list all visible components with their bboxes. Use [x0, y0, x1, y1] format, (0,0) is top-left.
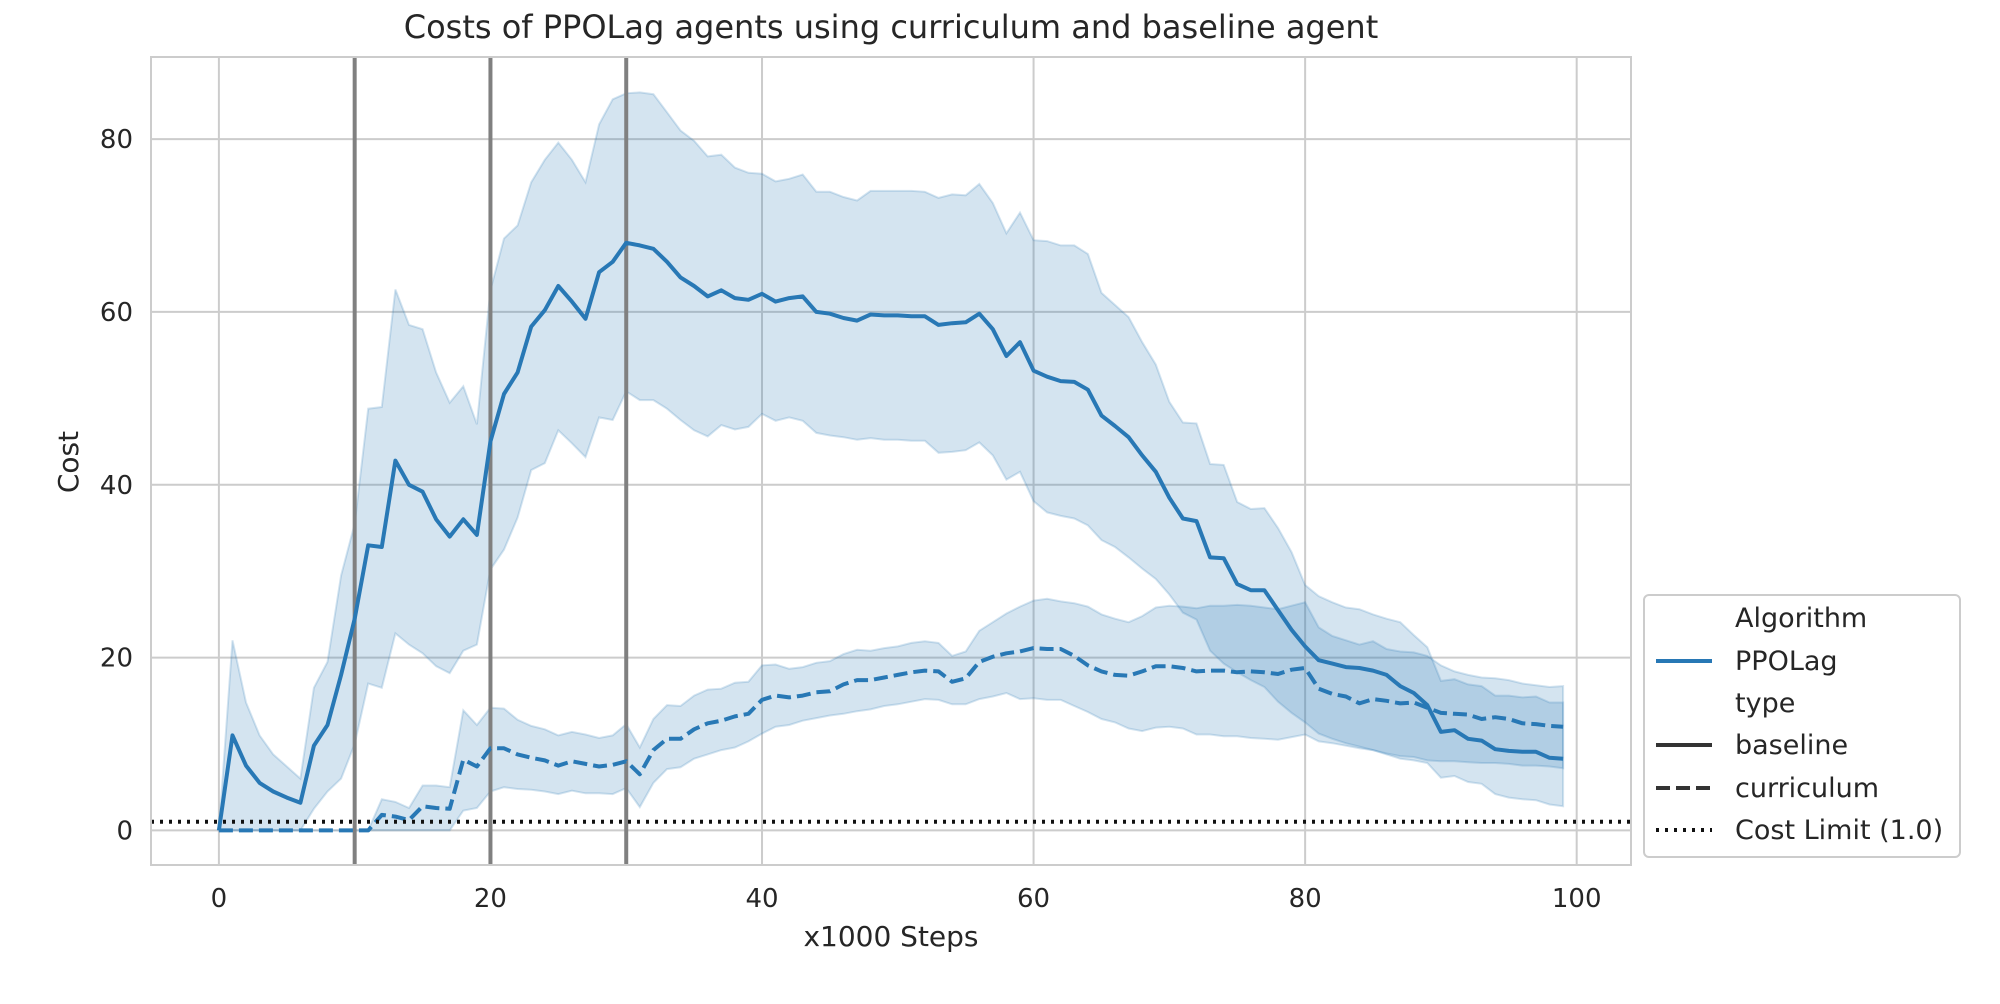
line-baseline: [216, 240, 1564, 831]
y-tick-label: 0: [116, 816, 133, 846]
y-tick-label: 20: [100, 644, 133, 674]
legend-section-title-algorithm: Algorithm: [1735, 603, 1867, 634]
line-curriculum: [218, 646, 1564, 833]
legend-label-baseline: baseline: [1735, 730, 1848, 761]
legend: Algorithm PPOLag type baseline curriculu…: [1643, 594, 1961, 858]
x-tick-label: 100: [1552, 884, 1602, 914]
legend-frame: [1643, 594, 1961, 858]
curriculum-stage-lines: [352, 57, 629, 865]
legend-section-title-type: type: [1735, 688, 1795, 719]
y-axis-title: Cost: [52, 431, 85, 493]
legend-label-ppolag: PPOLag: [1735, 646, 1838, 677]
series-lines: [216, 240, 1564, 833]
confidence-bands: [217, 91, 1565, 832]
x-tick-label: 0: [211, 884, 228, 914]
y-tick-label: 60: [100, 298, 133, 328]
legend-label-cost-limit: Cost Limit (1.0): [1735, 815, 1943, 846]
x-axis-title: x1000 Steps: [803, 920, 978, 953]
plot-frame: [150, 56, 1632, 866]
y-tick-label: 40: [100, 471, 133, 501]
tick-labels: 0 20 40 60 80 100 0 20 40 60 80: [100, 125, 1602, 914]
chart-title: Costs of PPOLag agents using curriculum …: [404, 8, 1379, 46]
y-tick-label: 80: [100, 125, 133, 155]
x-tick-label: 20: [474, 884, 507, 914]
grid-lines: [151, 57, 1631, 865]
x-tick-label: 80: [1289, 884, 1322, 914]
band-baseline: [217, 91, 1565, 832]
x-tick-label: 60: [1017, 884, 1050, 914]
band-curriculum: [218, 597, 1565, 832]
legend-label-curriculum: curriculum: [1735, 773, 1879, 804]
x-tick-label: 40: [745, 884, 778, 914]
